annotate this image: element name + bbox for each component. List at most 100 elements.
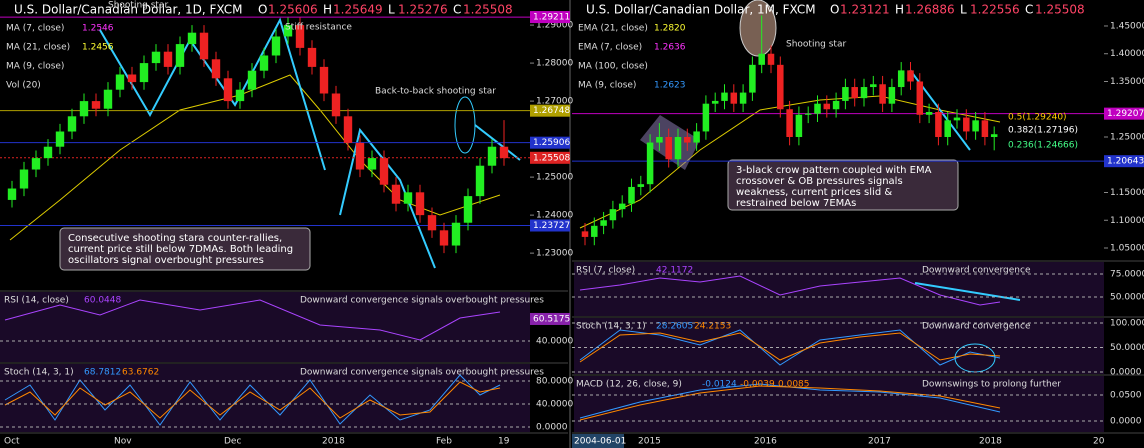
y-tick-label: 1.05000 bbox=[1110, 244, 1144, 254]
candle-body bbox=[600, 220, 607, 226]
candle-body bbox=[355, 142, 365, 170]
price-tag bbox=[530, 11, 570, 24]
stoch-line bbox=[4, 374, 501, 426]
candle-body bbox=[151, 51, 161, 64]
y-tick-label: 0.0000 bbox=[1110, 416, 1142, 426]
candle-body bbox=[67, 116, 77, 132]
ohlc-value: 1.25508 bbox=[463, 3, 513, 17]
x-tick-label: 2017 bbox=[868, 437, 891, 447]
value-tag bbox=[530, 312, 570, 325]
indicator-name: EMA (7, close) bbox=[578, 43, 642, 53]
candle-body bbox=[475, 165, 485, 197]
candle-body bbox=[307, 47, 317, 67]
candle-body bbox=[944, 120, 951, 137]
ohlc-value: 1.25606 bbox=[268, 3, 318, 17]
candle-body bbox=[247, 70, 257, 90]
candle-body bbox=[187, 32, 197, 45]
ma-line bbox=[9, 74, 501, 241]
y-tick-label: 1.40000 bbox=[1110, 49, 1144, 59]
candle-body bbox=[55, 131, 65, 147]
chart-title: U.S. Dollar/Canadian Dollar, 1M, FXCM bbox=[586, 3, 816, 17]
candle-body bbox=[804, 113, 812, 115]
candle-body bbox=[91, 101, 101, 109]
annotation: Stiff resistance bbox=[285, 23, 352, 33]
indicator-name: RSI (7, close) bbox=[576, 266, 635, 276]
y-tick-label: 50.0000 bbox=[1110, 292, 1144, 302]
rsi-line bbox=[4, 299, 501, 341]
candle-body bbox=[860, 87, 868, 99]
candle-body bbox=[870, 84, 877, 88]
indicator-value: 28.2605 bbox=[656, 322, 693, 332]
x-tick-label: 2018 bbox=[322, 437, 345, 447]
candle-body bbox=[795, 114, 803, 137]
y-tick-label: 75.0000 bbox=[1110, 269, 1144, 279]
annotation: Shooting star bbox=[786, 40, 846, 50]
x-tick-label: 2016 bbox=[754, 437, 777, 447]
ohlc-value: 1.25649 bbox=[333, 3, 383, 17]
candle-body bbox=[211, 59, 221, 79]
candle-body bbox=[628, 186, 635, 204]
candle-body bbox=[223, 78, 233, 102]
candle-body bbox=[19, 169, 29, 189]
price-tag-label: 1.25906 bbox=[533, 138, 570, 148]
y-tick-label: 1.27000 bbox=[536, 97, 573, 107]
note-box bbox=[727, 159, 959, 211]
candle-body bbox=[990, 134, 998, 137]
candle-body bbox=[591, 225, 598, 237]
y-tick-label: 1.35000 bbox=[1110, 77, 1144, 87]
fib-label: 0.236(1.24666) bbox=[1008, 141, 1078, 151]
ohlc-key: H bbox=[895, 3, 904, 17]
trend-arrow bbox=[914, 282, 1021, 301]
candle-body bbox=[259, 55, 269, 71]
date-label: 2004-06-01 bbox=[574, 437, 626, 447]
trend-arrow bbox=[339, 127, 436, 269]
candle-body bbox=[814, 103, 821, 114]
indicator-value: -0.0039 bbox=[740, 380, 775, 390]
candle-body bbox=[888, 87, 896, 104]
candle-body bbox=[879, 84, 886, 104]
price-tag bbox=[530, 104, 570, 117]
indicator-value: 1.2820 bbox=[654, 24, 686, 34]
indicator-value: -0.0124 bbox=[702, 380, 737, 390]
candle-body bbox=[786, 109, 793, 137]
candle-body bbox=[367, 158, 377, 170]
candle-body bbox=[674, 136, 682, 160]
indicator-name: Stoch (14, 3, 1) bbox=[4, 368, 74, 378]
indicator-name: MA (9, close) bbox=[6, 62, 64, 72]
price-tag bbox=[1104, 155, 1144, 168]
candle-body bbox=[981, 120, 989, 137]
candle-body bbox=[499, 146, 509, 159]
y-tick-label: 1.23000 bbox=[536, 249, 573, 259]
ohlc-value: 1.23121 bbox=[840, 3, 890, 17]
annotation: Downward convergence signals overbought … bbox=[300, 368, 544, 378]
x-tick-label: Nov bbox=[114, 437, 132, 447]
indicator-value: 68.7812 bbox=[84, 368, 121, 378]
y-tick-label: 0.0500 bbox=[1110, 390, 1142, 400]
indicator-name: RSI (14, close) bbox=[4, 296, 69, 306]
annotation: Back-to-back shooting star bbox=[375, 87, 496, 97]
candle-body bbox=[283, 25, 293, 37]
price-tag-label: 1.29211 bbox=[533, 13, 570, 23]
y-tick-label: 40.0000 bbox=[536, 400, 573, 410]
indicator-value: 1.2546 bbox=[82, 24, 114, 34]
price-tag bbox=[1104, 107, 1144, 120]
x-tick-label: Dec bbox=[224, 437, 241, 447]
note-box bbox=[59, 227, 311, 271]
indicator-name: MA (21, close) bbox=[6, 43, 70, 53]
candle-body bbox=[331, 93, 341, 117]
indicator-value: 24.2153 bbox=[694, 322, 731, 332]
ohlc-key: L bbox=[388, 3, 395, 17]
candle-body bbox=[730, 92, 738, 104]
candle-body bbox=[916, 81, 924, 115]
indicator-value: 1.2623 bbox=[654, 81, 686, 91]
x-tick-label: 20 bbox=[1093, 437, 1105, 447]
indicator-value: 60.0448 bbox=[84, 296, 121, 306]
candle-body bbox=[127, 74, 137, 83]
ohlc-key: C bbox=[1025, 3, 1033, 17]
candle-body bbox=[897, 70, 905, 88]
rsi-panel bbox=[574, 262, 1104, 316]
candle-body bbox=[103, 89, 113, 109]
ohlc-key: L bbox=[960, 3, 967, 17]
indicator-name: MA (7, close) bbox=[6, 24, 64, 34]
candle-body bbox=[609, 209, 617, 221]
